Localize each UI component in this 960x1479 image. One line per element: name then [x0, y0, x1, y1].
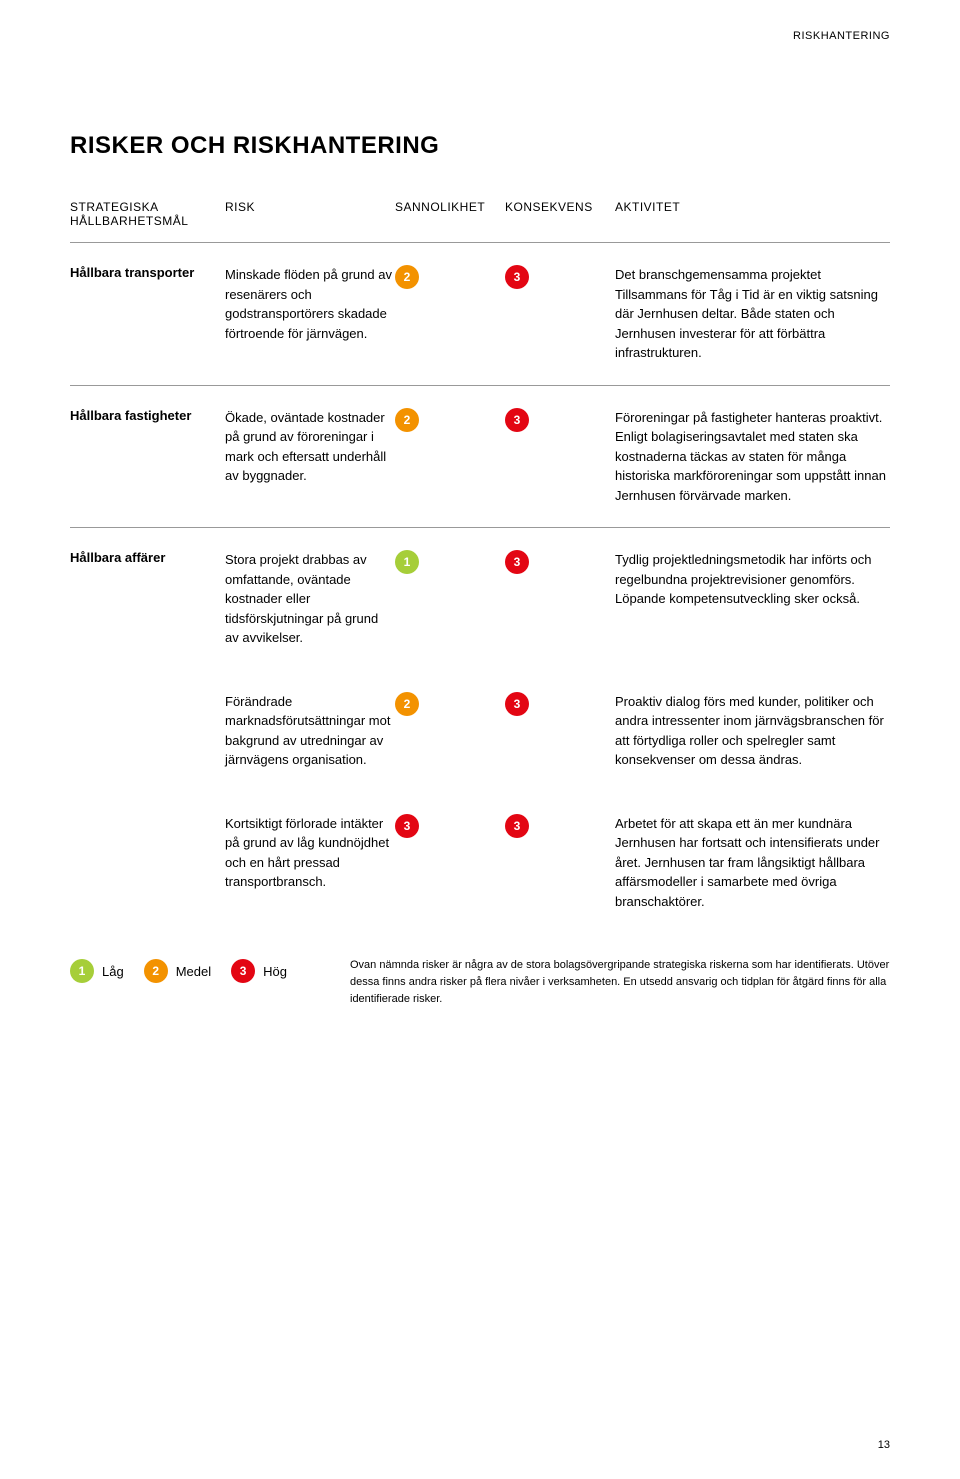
activity-text: Arbetet för att skapa ett än mer kundnär…: [615, 814, 890, 912]
goal-cell: [70, 814, 225, 912]
probability-badge: 1: [395, 550, 419, 574]
table-header: STRATEGISKA HÅLLBARHETSMÅL RISK SANNOLIK…: [70, 200, 890, 243]
legend-note: Ovan nämnda risker är några av de stora …: [350, 957, 890, 1008]
probability-cell: 2: [395, 265, 505, 363]
probability-cell: 2: [395, 408, 505, 506]
goal-cell: Hållbara transporter: [70, 265, 225, 363]
consequence-badge: 3: [505, 692, 529, 716]
col-header-risk: RISK: [225, 200, 395, 228]
legend-badge: 1: [70, 959, 94, 983]
risk-text: Minskade flöden på grund av resenärers o…: [225, 265, 395, 363]
risk-group: Hållbara affärerStora projekt drabbas av…: [70, 528, 890, 933]
goal-cell: [70, 692, 225, 770]
consequence-cell: 3: [505, 408, 615, 506]
page-number: 13: [878, 1439, 890, 1451]
probability-cell: 2: [395, 692, 505, 770]
activity-text: Föroreningar på fastigheter hanteras pro…: [615, 408, 890, 506]
page: RISKHANTERING RISKER OCH RISKHANTERING S…: [0, 0, 960, 1479]
goal-label: Hållbara transporter: [70, 265, 225, 280]
table-body: Hållbara transporterMinskade flöden på g…: [70, 243, 890, 933]
consequence-cell: 3: [505, 814, 615, 912]
col-header-consequence: KONSEKVENS: [505, 200, 615, 228]
goal-label: Hållbara affärer: [70, 550, 225, 565]
probability-badge: 2: [395, 408, 419, 432]
risk-row: Hållbara affärerStora projekt drabbas av…: [70, 528, 890, 670]
risk-text: Kortsiktigt förlorade intäkter på grund …: [225, 814, 395, 912]
risk-group: Hållbara transporterMinskade flöden på g…: [70, 243, 890, 386]
risk-text: Ökade, oväntade kostnader på grund av fö…: [225, 408, 395, 506]
risk-group: Hållbara fastigheterÖkade, oväntade kost…: [70, 386, 890, 529]
col-header-goal: STRATEGISKA HÅLLBARHETSMÅL: [70, 200, 225, 228]
consequence-cell: 3: [505, 692, 615, 770]
legend-badge: 3: [231, 959, 255, 983]
goal-cell: Hållbara fastigheter: [70, 408, 225, 506]
risk-row: Förändrade marknadsförutsättningar mot b…: [70, 670, 890, 792]
consequence-badge: 3: [505, 265, 529, 289]
activity-text: Proaktiv dialog förs med kunder, politik…: [615, 692, 890, 770]
activity-text: Tydlig projektledningsmetodik har infört…: [615, 550, 890, 648]
legend-badge: 2: [144, 959, 168, 983]
risk-row: Kortsiktigt förlorade intäkter på grund …: [70, 792, 890, 934]
probability-badge: 2: [395, 265, 419, 289]
probability-cell: 3: [395, 814, 505, 912]
legend-level-label: Medel: [176, 964, 211, 979]
legend-level-label: Hög: [263, 964, 287, 979]
col-header-probability: SANNOLIKHET: [395, 200, 505, 228]
consequence-badge: 3: [505, 408, 529, 432]
risk-text: Förändrade marknadsförutsättningar mot b…: [225, 692, 395, 770]
consequence-cell: 3: [505, 265, 615, 363]
page-title: RISKER OCH RISKHANTERING: [70, 132, 890, 160]
risk-text: Stora projekt drabbas av omfattande, ovä…: [225, 550, 395, 648]
goal-label: Hållbara fastigheter: [70, 408, 225, 423]
probability-badge: 3: [395, 814, 419, 838]
risk-row: Hållbara fastigheterÖkade, oväntade kost…: [70, 386, 890, 528]
consequence-badge: 3: [505, 814, 529, 838]
goal-cell: Hållbara affärer: [70, 550, 225, 648]
legend-scale: 1 Låg 2 Medel 3 Hög: [70, 957, 299, 983]
consequence-cell: 3: [505, 550, 615, 648]
col-header-activity: AKTIVITET: [615, 200, 890, 228]
probability-cell: 1: [395, 550, 505, 648]
legend: 1 Låg 2 Medel 3 Hög Ovan nämnda risker är någ…: [70, 957, 890, 1008]
probability-badge: 2: [395, 692, 419, 716]
risk-row: Hållbara transporterMinskade flöden på g…: [70, 243, 890, 385]
legend-level-label: Låg: [102, 964, 124, 979]
consequence-badge: 3: [505, 550, 529, 574]
activity-text: Det branschgemensamma projektet Tillsamm…: [615, 265, 890, 363]
section-label: RISKHANTERING: [70, 30, 890, 42]
